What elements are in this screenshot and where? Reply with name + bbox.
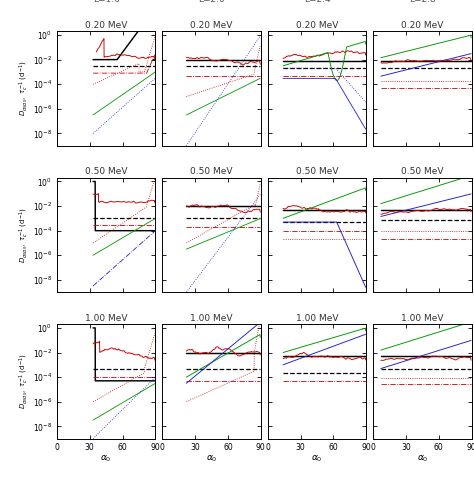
Title: 0.20 MeV: 0.20 MeV <box>296 21 338 30</box>
Title: 1.00 MeV: 1.00 MeV <box>401 314 444 323</box>
Title: 0.50 MeV: 0.50 MeV <box>296 167 338 176</box>
Title: 0.50 MeV: 0.50 MeV <box>190 167 233 176</box>
X-axis label: $\alpha_0$: $\alpha_0$ <box>100 454 112 464</box>
Title: 0.20 MeV: 0.20 MeV <box>191 21 233 30</box>
Text: L=2.0: L=2.0 <box>198 0 225 4</box>
Title: 1.00 MeV: 1.00 MeV <box>296 314 338 323</box>
X-axis label: $\alpha_0$: $\alpha_0$ <box>417 454 428 464</box>
Text: L=2.8: L=2.8 <box>409 0 436 4</box>
Y-axis label: $D_{\alpha_0\alpha_0},\ \tau_c^{-1}\ \mathrm{(d^{-1})}$: $D_{\alpha_0\alpha_0},\ \tau_c^{-1}\ \ma… <box>18 207 31 263</box>
Y-axis label: $D_{\alpha_0\alpha_0},\ \tau_c^{-1}\ \mathrm{(d^{-1})}$: $D_{\alpha_0\alpha_0},\ \tau_c^{-1}\ \ma… <box>18 354 31 409</box>
Title: 0.50 MeV: 0.50 MeV <box>401 167 444 176</box>
Title: 0.20 MeV: 0.20 MeV <box>401 21 444 30</box>
Y-axis label: $D_{\alpha_0\alpha_0},\ \tau_c^{-1}\ \mathrm{(d^{-1})}$: $D_{\alpha_0\alpha_0},\ \tau_c^{-1}\ \ma… <box>18 61 31 116</box>
Title: 0.20 MeV: 0.20 MeV <box>85 21 128 30</box>
Title: 1.00 MeV: 1.00 MeV <box>85 314 128 323</box>
X-axis label: $\alpha_0$: $\alpha_0$ <box>206 454 217 464</box>
Text: L=1.6: L=1.6 <box>93 0 119 4</box>
X-axis label: $\alpha_0$: $\alpha_0$ <box>311 454 323 464</box>
Text: L=2.4: L=2.4 <box>304 0 330 4</box>
Title: 1.00 MeV: 1.00 MeV <box>190 314 233 323</box>
Title: 0.50 MeV: 0.50 MeV <box>85 167 128 176</box>
